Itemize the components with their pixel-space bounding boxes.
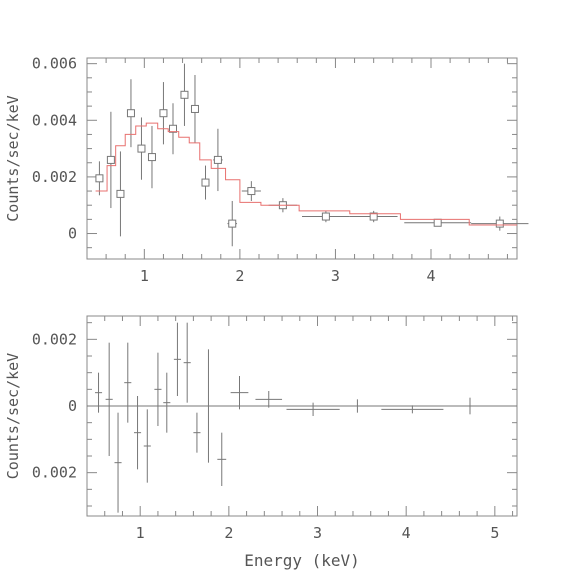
y-tick-label: 0.002: [32, 464, 77, 482]
residual-point: [154, 352, 162, 426]
data-marker: [137, 144, 146, 153]
residual-point: [443, 397, 497, 415]
data-point: [227, 200, 238, 247]
data-marker: [201, 178, 210, 187]
y-tick-label: 0: [68, 225, 77, 243]
residual-point: [381, 405, 444, 414]
y-tick-label: 0.006: [32, 55, 77, 73]
data-marker: [247, 187, 256, 196]
data-marker: [369, 212, 378, 221]
data-point: [180, 63, 189, 126]
data-marker: [116, 189, 125, 198]
data-point: [95, 161, 104, 196]
residual-point: [163, 372, 171, 433]
x-tick-label: 3: [331, 267, 340, 285]
residual-point: [204, 349, 213, 463]
spectrum-plot-frame: [86, 57, 518, 260]
residual-point: [173, 322, 181, 396]
residuals-y-axis-label: Counts/sec/keV: [4, 353, 22, 479]
y-tick-label: 0.004: [32, 111, 77, 129]
data-point: [404, 218, 472, 227]
y-tick-label: 0.002: [32, 330, 77, 348]
data-marker: [190, 104, 199, 113]
data-marker: [180, 90, 189, 99]
data-point: [241, 181, 261, 201]
data-point: [137, 117, 146, 180]
energy-x-axis-label: Energy (keV): [244, 551, 360, 570]
data-point: [159, 82, 168, 145]
model-step-line: [95, 122, 517, 226]
spectrum-y-axis-label: Counts/sec/keV: [4, 95, 22, 221]
residual-point: [124, 342, 132, 423]
data-point: [349, 210, 398, 223]
data-point: [190, 74, 199, 143]
residual-point: [114, 412, 122, 513]
data-point: [126, 79, 135, 148]
data-marker: [126, 109, 135, 118]
x-tick-label: 2: [235, 267, 244, 285]
residual-point: [330, 399, 385, 413]
residuals-plot-frame: [86, 315, 518, 517]
residual-point: [193, 412, 201, 453]
y-tick-label: 0: [68, 397, 77, 415]
x-tick-label: 3: [313, 524, 322, 542]
data-marker: [106, 155, 115, 164]
data-marker: [433, 218, 442, 227]
x-tick-label: 2: [224, 524, 233, 542]
x-tick-label: 4: [426, 267, 435, 285]
data-marker: [495, 219, 504, 228]
data-point: [201, 165, 210, 200]
y-tick-label: 0.002: [32, 168, 77, 186]
data-marker: [213, 155, 222, 164]
data-marker: [321, 212, 330, 221]
residual-point: [286, 402, 340, 416]
x-tick-label: 1: [136, 524, 145, 542]
residual-point: [255, 391, 283, 408]
residuals-panel: Counts/sec/keV Energy (keV) 1 2 3 4 5 0.002 0 0…: [4, 315, 518, 570]
data-point: [116, 151, 125, 237]
x-tick-label: 4: [402, 524, 411, 542]
data-point: [302, 210, 350, 223]
data-point: [213, 128, 223, 192]
residual-point: [230, 376, 249, 410]
residual-point: [183, 322, 191, 403]
data-marker: [95, 174, 104, 183]
residual-point: [105, 342, 113, 456]
data-marker: [228, 219, 237, 228]
residual-point: [143, 409, 151, 483]
residual-point: [94, 372, 103, 413]
x-tick-label: 1: [140, 267, 149, 285]
data-point: [106, 111, 115, 209]
data-point: [471, 216, 529, 231]
data-point: [169, 103, 177, 155]
x-tick-label: 5: [490, 524, 499, 542]
residual-point: [133, 396, 142, 470]
spectrum-panel: Counts/sec/keV 1 2 3 4 0 0.002 0.004 0.006: [4, 55, 529, 285]
residual-point: [217, 432, 227, 486]
data-marker: [159, 109, 168, 118]
data-point: [147, 125, 156, 189]
data-marker: [147, 153, 156, 162]
data-marker: [169, 124, 177, 133]
